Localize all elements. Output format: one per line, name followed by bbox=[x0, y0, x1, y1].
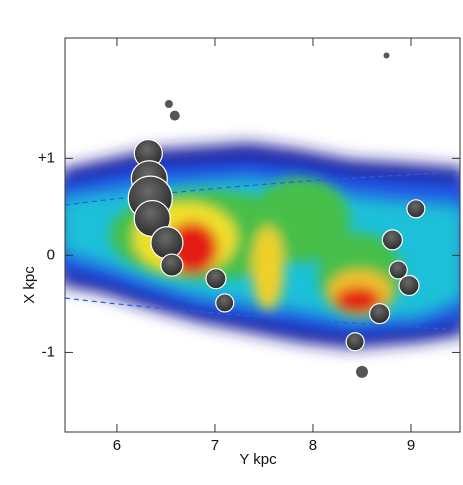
data-point bbox=[406, 199, 426, 219]
y-tick-label: +1 bbox=[38, 149, 55, 166]
plot-frame bbox=[64, 37, 461, 433]
x-tick-label: 6 bbox=[113, 437, 121, 454]
data-point bbox=[398, 274, 420, 297]
y-tick-label: -1 bbox=[42, 343, 55, 360]
data-point bbox=[169, 110, 180, 121]
data-point bbox=[345, 332, 365, 352]
x-tick-label: 9 bbox=[407, 437, 415, 454]
data-point bbox=[383, 52, 390, 59]
data-point bbox=[381, 229, 403, 251]
data-point bbox=[355, 365, 368, 378]
data-point bbox=[164, 99, 173, 108]
data-point bbox=[160, 253, 184, 277]
data-point bbox=[150, 226, 184, 260]
y-axis-label: X kpc bbox=[21, 266, 38, 304]
x-tick-label: 8 bbox=[309, 437, 317, 454]
density-map bbox=[65, 143, 460, 348]
x-tick-label: 7 bbox=[211, 437, 219, 454]
y-tick-label: 0 bbox=[47, 246, 55, 263]
data-point bbox=[388, 260, 408, 280]
data-point bbox=[215, 293, 235, 313]
data-point bbox=[205, 268, 227, 290]
x-axis-label: Y kpc bbox=[239, 451, 277, 468]
data-point bbox=[369, 303, 391, 325]
